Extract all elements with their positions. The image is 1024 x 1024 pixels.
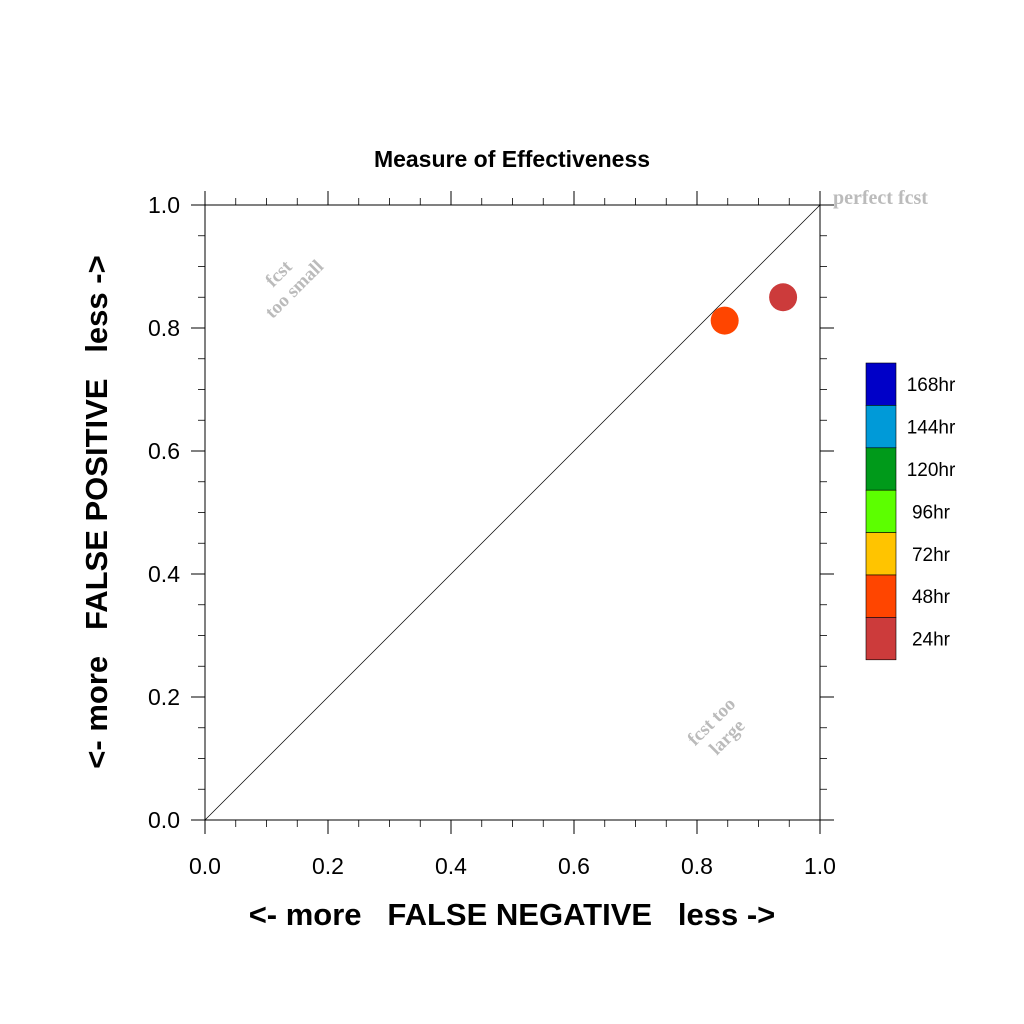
major-ticks [191, 191, 834, 834]
x-tick-label: 0.0 [189, 853, 221, 879]
y-tick-label: 0.0 [148, 807, 180, 833]
x-tick-label: 1.0 [804, 853, 836, 879]
y-tick-label: 1.0 [148, 192, 180, 218]
x-tick-labels: 0.0 0.2 0.4 0.6 0.8 1.0 [189, 853, 836, 879]
legend: 168hr 144hr 120hr 96hr 72hr 48hr 24hr [865, 362, 956, 661]
legend-label-120hr: 120hr [907, 460, 956, 481]
legend-swatch-96hr [865, 489, 897, 533]
data-points [710, 283, 798, 335]
legend-swatch-24hr [865, 617, 897, 661]
y-tick-label: 0.4 [148, 561, 180, 587]
legend-swatch-120hr [865, 447, 897, 491]
legend-swatch-144hr [865, 405, 897, 449]
data-point-48hr [710, 306, 739, 335]
x-tick-label: 0.4 [435, 853, 467, 879]
y-axis-label: <- more FALSE POSITIVE less -> [79, 255, 114, 768]
legend-label-48hr: 48hr [912, 587, 951, 608]
chart-title: Measure of Effectiveness [374, 146, 650, 172]
legend-label-96hr: 96hr [912, 502, 951, 523]
too-small-annotation: fcst too small [261, 256, 328, 323]
minor-ticks [198, 198, 827, 827]
legend-label-24hr: 24hr [912, 630, 951, 651]
legend-label-144hr: 144hr [907, 418, 956, 439]
legend-swatch-48hr [865, 574, 897, 618]
legend-swatch-72hr [865, 532, 897, 576]
perfect-forecast-diagonal [204, 204, 821, 821]
legend-label-72hr: 72hr [912, 545, 951, 566]
perfect-forecast-label: perfect fcst [833, 187, 928, 209]
data-point-24hr [769, 283, 798, 312]
x-tick-label: 0.6 [558, 853, 590, 879]
x-tick-label: 0.2 [312, 853, 344, 879]
y-tick-labels: 0.0 0.2 0.4 0.6 0.8 1.0 [148, 192, 180, 833]
legend-swatch-168hr [865, 362, 897, 406]
y-tick-label: 0.8 [148, 315, 180, 341]
x-axis-label: <- more FALSE NEGATIVE less -> [249, 897, 776, 932]
y-tick-label: 0.6 [148, 438, 180, 464]
x-tick-label: 0.8 [681, 853, 713, 879]
y-tick-label: 0.2 [148, 684, 180, 710]
too-large-annotation: fcst too large [684, 694, 750, 760]
legend-label-168hr: 168hr [907, 375, 956, 396]
